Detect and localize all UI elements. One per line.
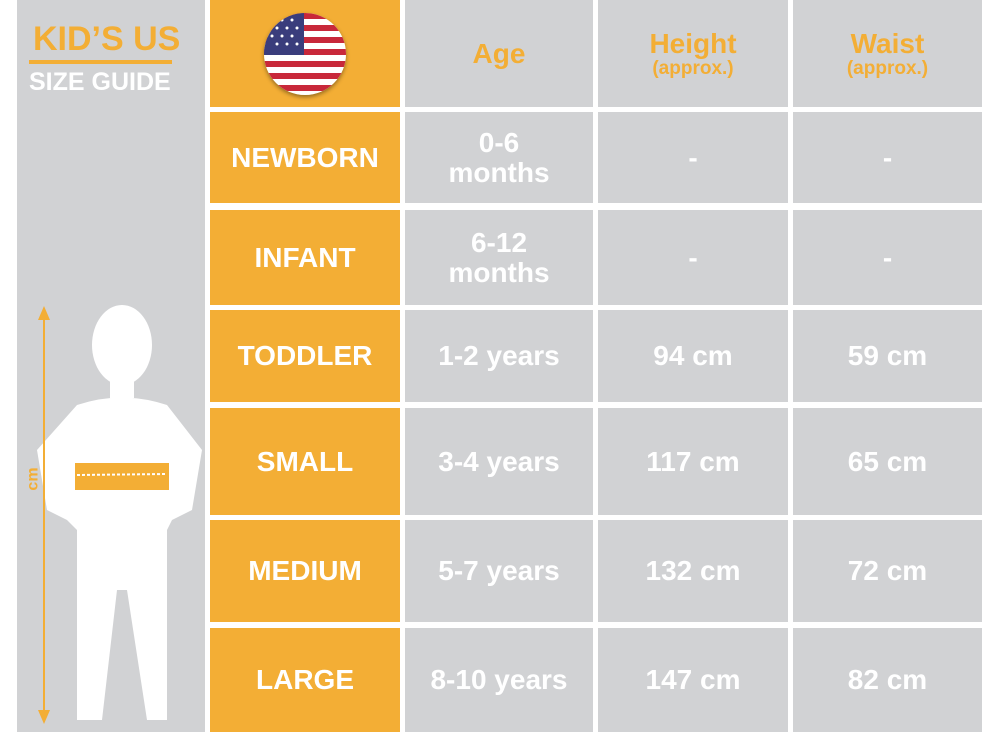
header-height: Height (approx.) <box>598 0 788 107</box>
row-size-cell: SMALL <box>210 408 400 515</box>
row-age-cell: 1-2 years <box>405 310 593 402</box>
waist-value: 65 cm <box>847 445 928 477</box>
header-waist-note: (approx.) <box>846 57 929 79</box>
height-value: 117 cm <box>646 445 740 477</box>
title-kids-us: KID’S US <box>33 20 181 58</box>
row-size-cell: MEDIUM <box>210 520 400 622</box>
age-line1: 8-10 years <box>430 664 568 695</box>
size-value: MEDIUM <box>248 555 362 586</box>
row-age-cell: 6-12 months <box>405 210 593 305</box>
row-age-cell: 3-4 years <box>405 408 593 515</box>
row-age-cell: 8-10 years <box>405 628 593 732</box>
row-height-cell: - <box>598 112 788 203</box>
row-age-cell: 0-6 months <box>405 112 593 203</box>
row-size-cell: NEWBORN <box>210 112 400 203</box>
waist-value: - <box>882 141 893 173</box>
row-height-cell: 147 cm <box>598 628 788 732</box>
header-height-note: (approx.) <box>652 57 734 79</box>
height-value: - <box>688 141 698 173</box>
age-line1: 5-7 years <box>438 555 560 586</box>
title-size-guide: SIZE GUIDE <box>29 68 171 96</box>
row-size-cell: TODDLER <box>210 310 400 402</box>
title-divider <box>29 60 172 64</box>
age-line1: 1-2 years <box>438 340 560 371</box>
cm-label: cm <box>24 467 42 491</box>
waist-value: - <box>882 241 893 273</box>
row-height-cell: 132 cm <box>598 520 788 622</box>
row-size-cell: LARGE <box>210 628 400 732</box>
child-silhouette-icon <box>37 305 202 724</box>
row-height-cell: 117 cm <box>598 408 788 515</box>
size-value: LARGE <box>256 664 354 695</box>
row-height-cell: 94 cm <box>598 310 788 402</box>
row-height-cell: - <box>598 210 788 305</box>
row-waist-cell: 59 cm <box>793 310 982 402</box>
header-height-label: Height <box>649 27 737 59</box>
height-value: 94 cm <box>653 340 733 371</box>
header-waist-label: Waist <box>850 27 925 59</box>
row-waist-cell: 72 cm <box>793 520 982 622</box>
age-line1: 3-4 years <box>438 445 560 477</box>
age-line2: months <box>448 156 550 188</box>
size-value: TODDLER <box>237 340 373 371</box>
row-age-cell: 5-7 years <box>405 520 593 622</box>
row-waist-cell: - <box>793 112 982 203</box>
waist-value: 59 cm <box>847 340 928 371</box>
age-line1: 0-6 <box>478 126 520 158</box>
size-value: INFANT <box>254 241 356 273</box>
height-value: - <box>688 241 698 273</box>
us-flag-icon <box>264 12 346 95</box>
header-flag-cell <box>210 0 400 107</box>
size-value: NEWBORN <box>231 141 379 173</box>
header-age: Age <box>405 0 593 107</box>
waist-value: 72 cm <box>847 555 928 586</box>
row-waist-cell: 82 cm <box>793 628 982 732</box>
height-value: 132 cm <box>645 555 741 586</box>
age-line2: months <box>448 256 550 288</box>
height-value: 147 cm <box>645 664 741 695</box>
row-waist-cell: 65 cm <box>793 408 982 515</box>
header-waist: Waist (approx.) <box>793 0 982 107</box>
age-line1: 6-12 <box>470 226 528 258</box>
waist-value: 82 cm <box>847 664 928 695</box>
row-waist-cell: - <box>793 210 982 305</box>
size-value: SMALL <box>256 445 354 477</box>
row-size-cell: INFANT <box>210 210 400 305</box>
